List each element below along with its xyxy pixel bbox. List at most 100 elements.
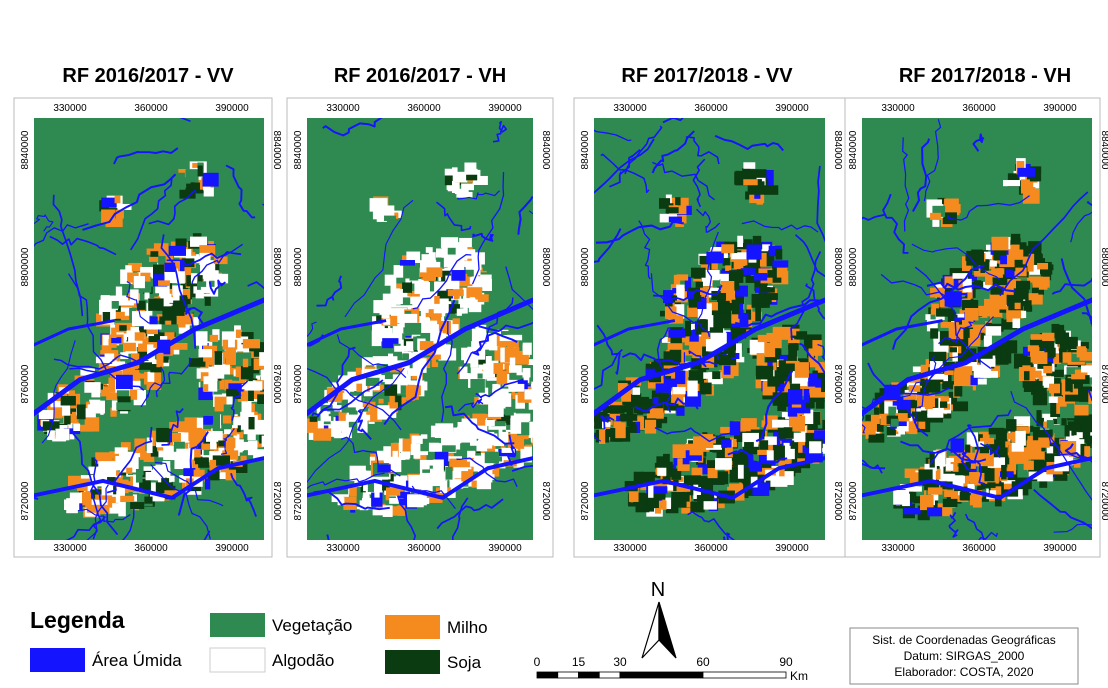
land-field (754, 273, 767, 280)
land-field (115, 195, 121, 203)
x-coord-label: 330000 (53, 543, 87, 554)
land-field (759, 287, 774, 292)
land-field (1032, 386, 1043, 391)
land-field (189, 358, 205, 367)
land-field (723, 258, 730, 266)
land-field (134, 276, 145, 288)
land-field (732, 300, 740, 315)
land-field (1001, 346, 1006, 360)
land-field (713, 314, 731, 329)
land-field (510, 418, 521, 434)
land-field (1029, 293, 1039, 300)
land-field (756, 366, 773, 380)
land-field (940, 396, 949, 401)
land-field (738, 465, 744, 479)
land-field (397, 505, 405, 516)
land-field (1040, 269, 1052, 274)
panel-title: RF 2017/2018 - VH (899, 65, 1071, 87)
land-field (452, 181, 460, 193)
land-field (453, 172, 468, 183)
land-field (172, 306, 185, 316)
land-field (1024, 187, 1035, 195)
land-field (226, 389, 237, 397)
land-field (205, 478, 210, 489)
scale-segment (620, 672, 703, 678)
land-field (214, 364, 230, 374)
land-field (120, 496, 134, 502)
land-field (646, 497, 658, 508)
land-field (223, 415, 231, 423)
land-field (111, 328, 116, 338)
land-field (198, 166, 203, 177)
land-field (210, 335, 218, 342)
land-field (1058, 325, 1064, 339)
land-field (702, 501, 717, 509)
land-field (715, 458, 732, 470)
land-field (965, 308, 979, 321)
legend-swatch (385, 650, 440, 674)
land-field (928, 487, 943, 494)
legend-label: Algodão (272, 651, 334, 670)
land-field (494, 363, 504, 374)
land-field (422, 495, 427, 505)
land-field (176, 177, 186, 190)
y-coord-label: 8720000 (832, 482, 843, 521)
land-field (731, 252, 749, 259)
land-field (470, 297, 475, 308)
land-field (394, 346, 408, 352)
land-field (451, 270, 465, 281)
land-field (930, 213, 941, 220)
land-field (1024, 461, 1034, 470)
land-field (183, 468, 193, 476)
x-coord-label: 330000 (881, 103, 915, 114)
land-field (407, 494, 423, 505)
land-field (88, 404, 97, 413)
land-field (1035, 371, 1041, 378)
land-field (203, 173, 219, 187)
land-field (773, 392, 790, 405)
land-field (868, 434, 884, 443)
land-field (1049, 384, 1060, 394)
y-coord-label: 8840000 (20, 130, 31, 169)
land-field (809, 441, 821, 453)
land-field (599, 429, 605, 444)
scale-label: 15 (572, 655, 586, 669)
land-field (984, 336, 992, 347)
land-field (973, 497, 982, 507)
land-field (442, 445, 456, 452)
land-field (1009, 250, 1023, 260)
land-field (796, 331, 807, 339)
land-field (992, 317, 1001, 324)
land-field (992, 268, 1005, 274)
land-field (925, 314, 930, 320)
y-coord-label: 8720000 (1099, 482, 1108, 521)
land-field (671, 492, 686, 508)
land-field (943, 499, 958, 507)
x-coord-label: 330000 (613, 103, 647, 114)
land-field (960, 492, 970, 500)
legend-swatch (210, 613, 265, 637)
land-field (985, 271, 992, 285)
land-field (804, 389, 810, 403)
land-field (673, 444, 686, 458)
land-field (691, 268, 706, 278)
scale-unit: Km (790, 669, 808, 683)
land-field (1081, 365, 1092, 372)
land-field (188, 428, 202, 441)
land-field (954, 386, 962, 396)
scale-label: 30 (613, 655, 627, 669)
land-field (808, 373, 818, 386)
land-field (480, 275, 491, 287)
land-field (403, 439, 411, 452)
land-field (648, 485, 653, 498)
land-field (668, 330, 685, 338)
crs-line: Sist. de Coordenadas Geográficas (872, 633, 1055, 647)
land-field (746, 244, 761, 259)
land-field (699, 383, 711, 395)
land-field (610, 405, 625, 414)
y-coord-label: 8760000 (1099, 365, 1108, 404)
x-coord-label: 330000 (326, 543, 360, 554)
land-field (629, 424, 637, 432)
land-field (1077, 346, 1086, 357)
land-field (728, 347, 735, 357)
